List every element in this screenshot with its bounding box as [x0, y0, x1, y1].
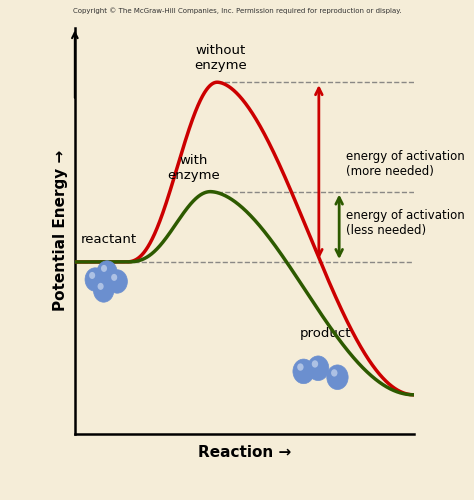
Text: energy of activation
(less needed): energy of activation (less needed) [346, 209, 465, 237]
Circle shape [101, 265, 107, 272]
Circle shape [297, 364, 303, 371]
Text: energy of activation
(more needed): energy of activation (more needed) [346, 150, 465, 178]
Text: without
enzyme: without enzyme [194, 44, 247, 72]
Circle shape [331, 369, 337, 376]
Circle shape [98, 283, 104, 290]
Circle shape [308, 356, 329, 380]
Circle shape [85, 268, 105, 291]
Circle shape [93, 279, 114, 302]
Circle shape [327, 365, 348, 390]
Text: product: product [300, 327, 351, 340]
Circle shape [97, 261, 117, 284]
Circle shape [293, 359, 314, 384]
Circle shape [312, 360, 318, 368]
Y-axis label: Potential Energy →: Potential Energy → [53, 150, 68, 312]
Text: Copyright © The McGraw-Hill Companies, Inc. Permission required for reproduction: Copyright © The McGraw-Hill Companies, I… [73, 8, 401, 14]
X-axis label: Reaction →: Reaction → [198, 445, 291, 460]
Circle shape [111, 274, 117, 281]
Circle shape [107, 270, 128, 293]
Circle shape [89, 272, 95, 279]
Text: reactant: reactant [81, 234, 137, 246]
Text: with
enzyme: with enzyme [167, 154, 220, 182]
